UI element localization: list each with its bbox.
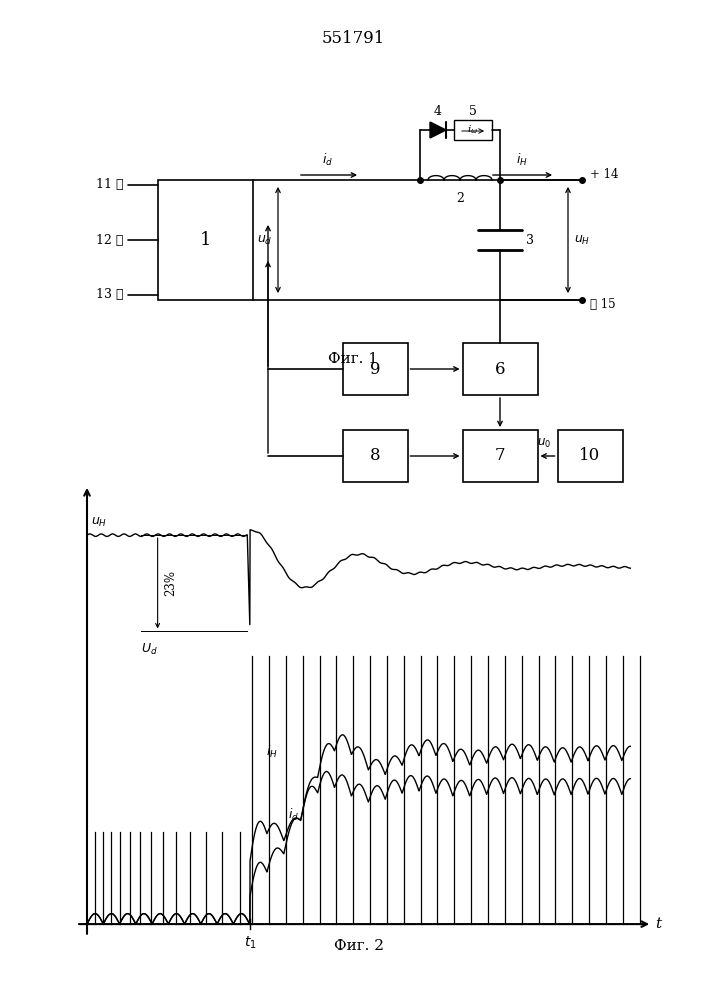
Text: + 14: + 14: [590, 167, 619, 180]
Bar: [454, 120, 492, 140]
Text: $i_H$: $i_H$: [516, 152, 528, 168]
Text: $t_1$: $t_1$: [244, 935, 257, 951]
Bar: [158, 180, 253, 300]
Text: $u_d$: $u_d$: [257, 233, 273, 247]
Text: 4: 4: [434, 105, 442, 118]
Bar: [342, 430, 407, 482]
Text: $u_0$: $u_0$: [537, 437, 551, 450]
Text: Фиг. 2: Фиг. 2: [334, 939, 384, 953]
Text: 3: 3: [526, 233, 534, 246]
Text: Фиг. 1: Фиг. 1: [328, 352, 378, 366]
Text: 8: 8: [370, 448, 380, 464]
Text: 6: 6: [495, 360, 506, 377]
Text: 10: 10: [579, 448, 601, 464]
Text: 7: 7: [495, 448, 506, 464]
Bar: [342, 343, 407, 395]
Text: 12 ∅: 12 ∅: [95, 233, 123, 246]
Text: 551791: 551791: [321, 30, 385, 47]
Text: $u_H$: $u_H$: [91, 516, 107, 529]
Text: 23%: 23%: [164, 570, 177, 596]
Text: $i_d$: $i_d$: [288, 807, 299, 823]
Text: 11 ∅: 11 ∅: [95, 178, 123, 192]
Text: 13 ∅: 13 ∅: [95, 288, 123, 302]
Bar: [462, 430, 537, 482]
Text: t: t: [655, 917, 661, 931]
Text: 1: 1: [200, 231, 211, 249]
Text: $i_H$: $i_H$: [267, 744, 278, 760]
Text: 9: 9: [370, 360, 380, 377]
Text: i$_ω$: i$_ω$: [467, 124, 479, 136]
Text: $i_d$: $i_d$: [322, 152, 334, 168]
Text: $U_d$: $U_d$: [141, 642, 158, 657]
Bar: [558, 430, 622, 482]
Text: ∅ 15: ∅ 15: [590, 298, 616, 310]
Polygon shape: [430, 122, 446, 138]
Text: $u_H$: $u_H$: [574, 233, 590, 247]
Bar: [462, 343, 537, 395]
Text: 5: 5: [469, 105, 477, 118]
Text: 2: 2: [456, 192, 464, 205]
